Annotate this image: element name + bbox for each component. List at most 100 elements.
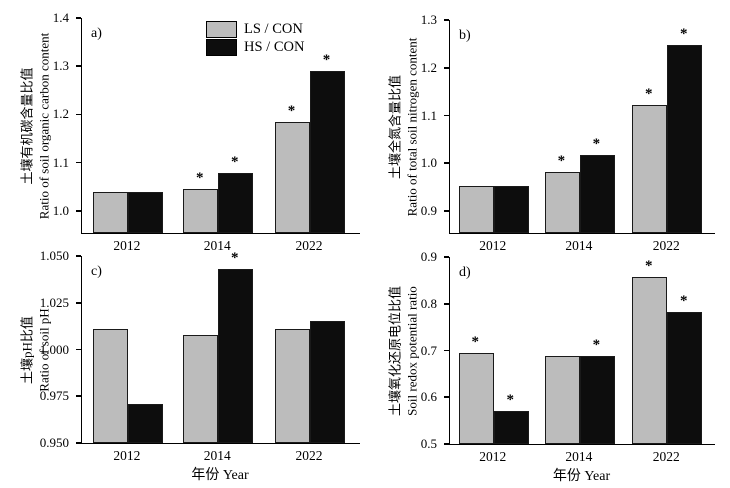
- panel-b-total-soil-nitrogen: 土壤全氮含量比值 Ratio of total soil nitrogen con…: [365, 0, 730, 253]
- bar-ls-2012: [92, 191, 128, 233]
- y-tick-mark: [444, 256, 449, 258]
- y-tick-label: 1.4: [52, 10, 69, 25]
- y-tick-mark: [76, 301, 81, 304]
- y-tick-mark: [444, 443, 449, 445]
- bar-ls-2022: [274, 328, 310, 443]
- x-axis-title: 年份 Year: [191, 468, 249, 483]
- bar-hs-2022: [667, 44, 703, 233]
- y-tick-mark: [444, 19, 449, 21]
- y-tick-label: 1.0: [52, 202, 69, 218]
- y-tick-label: 0.9: [420, 203, 437, 219]
- y-tick-label: 0.975: [39, 388, 69, 404]
- y-tick-label: 1.0: [420, 155, 437, 171]
- bar-hs-2014: [579, 154, 615, 233]
- y-axis-title-en: Ratio of soil organic carbon content: [36, 32, 51, 219]
- x-tick-label: 2012: [113, 238, 141, 253]
- significance-asterisk: *: [557, 152, 566, 169]
- panel-letter-label: b): [459, 28, 471, 43]
- y-tick-mark: [444, 396, 449, 399]
- significance-asterisk: *: [680, 25, 688, 42]
- y-tick-label: 0.9: [420, 249, 437, 264]
- significance-asterisk: *: [592, 135, 601, 152]
- y-tick-label: 0.5: [420, 436, 437, 451]
- y-tick-mark: [76, 210, 81, 212]
- legend-row-ls: LS / CON: [206, 20, 304, 38]
- bar-hs-2022: [309, 321, 345, 443]
- bar-ls-2014: [183, 189, 219, 233]
- y-axis-title-zh: 土壤全氮含量比值: [387, 74, 402, 179]
- significance-asterisk: *: [592, 336, 601, 353]
- x-tick-label: 2012: [113, 448, 141, 463]
- significance-asterisk: *: [680, 293, 688, 310]
- y-tick-mark: [444, 66, 449, 69]
- panel-letter-label: a): [91, 26, 102, 41]
- legend-swatch-ls: [206, 20, 237, 38]
- bar-ls-2022: [632, 276, 668, 444]
- legend-label-ls: LS / CON: [244, 20, 303, 37]
- significance-asterisk: *: [287, 102, 296, 119]
- y-tick-label: 1.3: [52, 58, 69, 74]
- plot-area: [81, 256, 360, 444]
- panel-c-soil-ph: 土壤pH比值 Ratio of soil pH 0.950 0.975 1.000 1.0…: [0, 244, 365, 488]
- significance-asterisk: *: [195, 170, 204, 187]
- y-tick-label: 1.050: [39, 248, 69, 263]
- y-axis-title: 土壤有机碳含量比值 Ratio of soil organic carbon co…: [18, 18, 52, 233]
- bar-hs-2014: [579, 355, 615, 444]
- x-tick-label: 2014: [203, 238, 231, 253]
- y-tick-mark: [76, 17, 81, 19]
- plot-area: [81, 18, 360, 234]
- bar-ls-2012: [458, 186, 494, 233]
- plot-area: [449, 257, 715, 445]
- panel-a-soil-organic-carbon: 土壤有机碳含量比值 Ratio of soil organic carbon co…: [0, 0, 365, 253]
- significance-asterisk: *: [506, 391, 514, 408]
- x-tick-label: 2022: [652, 238, 680, 253]
- bar-ls-2022: [632, 105, 668, 233]
- y-tick-mark: [444, 302, 449, 305]
- y-tick-label: 1.2: [420, 59, 437, 75]
- plot-area: [449, 20, 715, 234]
- x-tick-label: 2014: [203, 448, 231, 463]
- y-tick-mark: [444, 162, 449, 165]
- significance-asterisk: *: [471, 333, 479, 350]
- y-tick-mark: [76, 348, 81, 351]
- significance-asterisk: *: [230, 154, 239, 171]
- y-tick-label: 0.950: [39, 435, 69, 450]
- bar-hs-2014: [218, 173, 254, 233]
- y-tick-mark: [76, 113, 81, 116]
- y-tick-label: 1.1: [52, 154, 69, 170]
- bar-hs-2012: [127, 403, 163, 443]
- bar-hs-2012: [493, 410, 529, 444]
- y-tick-mark: [444, 114, 449, 117]
- y-axis-title: 土壤全氮含量比值 Ratio of total soil nitrogen con…: [386, 20, 420, 233]
- bar-hs-2022: [667, 312, 703, 444]
- x-axis-title: 年份 Year: [552, 469, 611, 484]
- y-tick-mark: [444, 349, 449, 352]
- panel-d-soil-redox-potential: 土壤氧化还原电位比值 Soil redox potential ratio 0.5 0…: [365, 244, 730, 488]
- y-tick-label: 1.1: [420, 107, 437, 123]
- y-tick-label: 0.7: [420, 342, 437, 358]
- y-tick-label: 0.6: [420, 389, 437, 405]
- y-tick-label: 1.3: [420, 12, 437, 27]
- y-tick-mark: [76, 255, 81, 257]
- y-tick-label: 0.8: [420, 295, 437, 311]
- bar-ls-2014: [544, 355, 580, 444]
- bar-ls-2014: [183, 334, 219, 443]
- x-tick-label: 2022: [295, 238, 323, 253]
- y-tick-mark: [76, 395, 81, 398]
- bar-hs-2012: [493, 186, 529, 233]
- bar-hs-2014: [218, 269, 254, 443]
- y-tick-mark: [76, 442, 81, 444]
- bar-ls-2012: [458, 352, 494, 444]
- panel-letter-label: d): [459, 265, 471, 280]
- significance-asterisk: *: [322, 51, 331, 68]
- significance-asterisk: *: [645, 86, 653, 102]
- bar-hs-2012: [127, 191, 163, 233]
- y-tick-mark: [444, 210, 449, 212]
- x-tick-label: 2022: [652, 449, 680, 464]
- x-tick-label: 2022: [295, 448, 323, 463]
- x-tick-label: 2014: [565, 449, 593, 464]
- y-tick-mark: [76, 65, 81, 67]
- bar-ls-2022: [274, 121, 310, 233]
- legend-row-hs: HS / CON: [206, 38, 304, 56]
